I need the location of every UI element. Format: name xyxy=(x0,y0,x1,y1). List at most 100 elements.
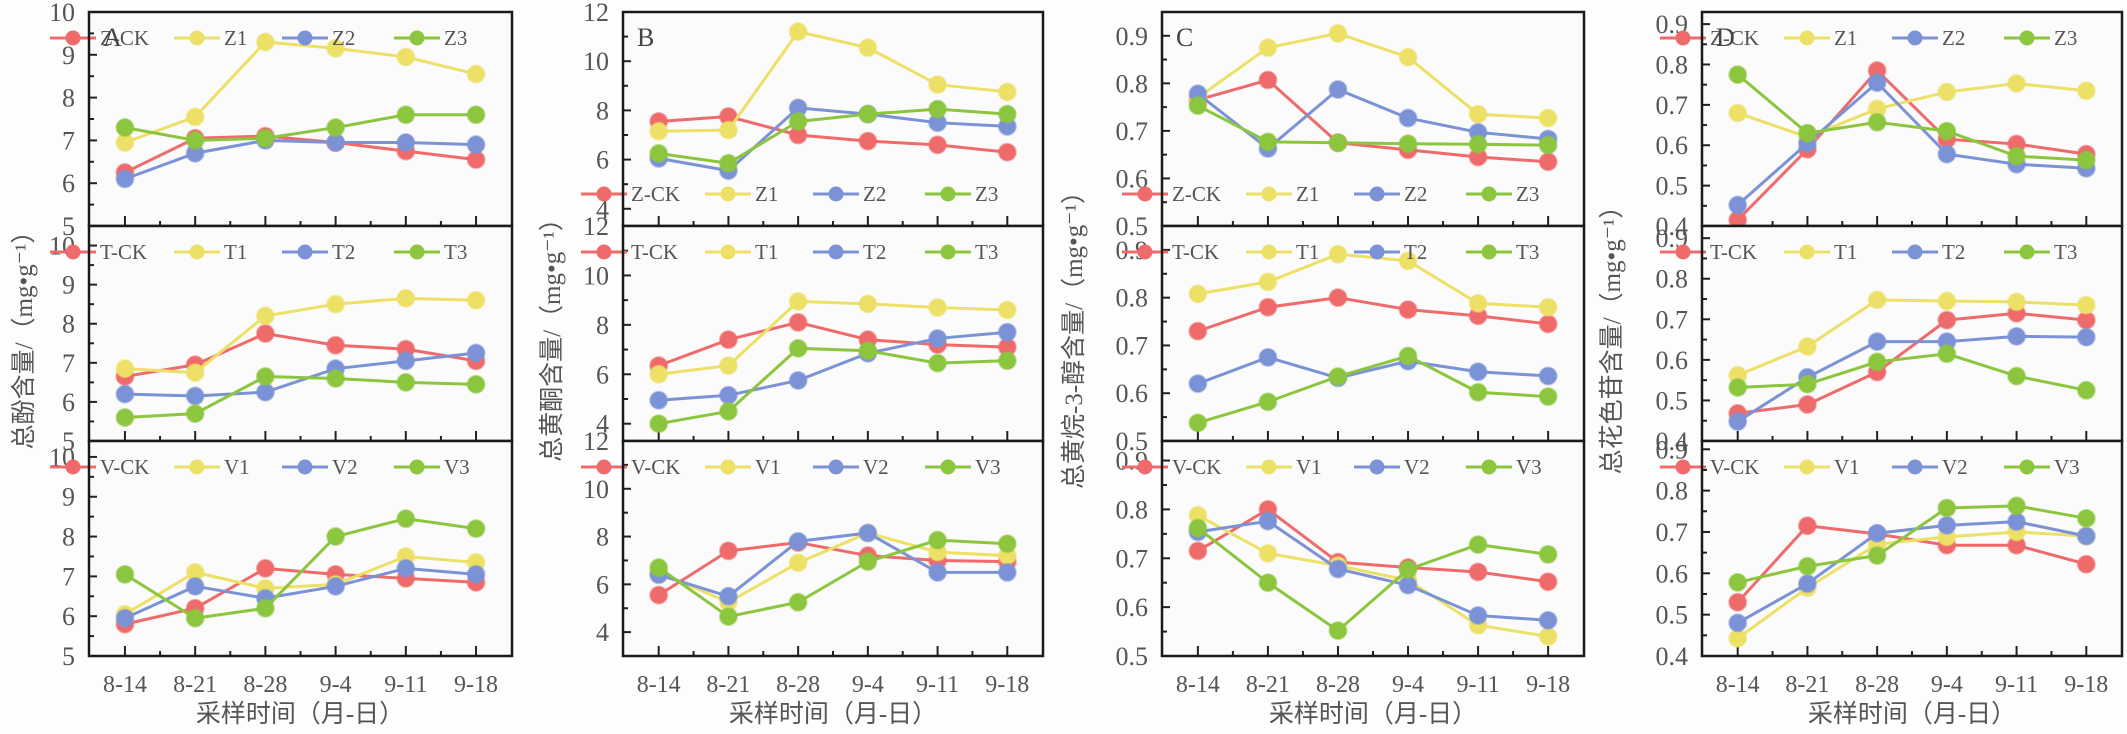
series-line xyxy=(1197,513,1549,638)
series-line xyxy=(124,374,477,420)
legend-label: T2 xyxy=(332,240,355,264)
data-point xyxy=(718,153,738,173)
y-tick-label: 9 xyxy=(62,483,75,512)
data-point xyxy=(1538,314,1558,334)
series-line xyxy=(658,346,1008,426)
legend-label: Z-CK xyxy=(1172,182,1221,206)
x-tick-label: 8-21 xyxy=(1246,672,1290,698)
legend-label: T2 xyxy=(1942,240,1965,264)
legend-swatch-marker xyxy=(2019,459,2035,475)
data-point xyxy=(1468,382,1488,402)
legend-swatch-marker xyxy=(65,244,81,260)
plot-area xyxy=(1702,226,2122,441)
plot-frame xyxy=(87,439,514,658)
legend-item: Z-CK xyxy=(1122,182,1221,206)
data-point xyxy=(928,135,948,155)
data-point xyxy=(396,288,416,308)
legend-label: T2 xyxy=(863,240,886,264)
series-z3 xyxy=(1188,96,1558,155)
data-point xyxy=(255,306,275,326)
legend-item: V-CK xyxy=(50,455,149,479)
legend-label: T3 xyxy=(1516,240,1539,264)
data-point xyxy=(115,169,135,189)
legend-swatch-marker xyxy=(297,30,313,46)
data-point xyxy=(466,135,486,155)
series-line xyxy=(658,106,1008,173)
data-point xyxy=(1188,541,1208,561)
series-line xyxy=(1736,80,2087,207)
x-tick-label: 8-21 xyxy=(1785,672,1829,698)
data-point xyxy=(1538,626,1558,646)
data-point xyxy=(1728,592,1748,612)
data-point xyxy=(788,111,808,131)
series-line xyxy=(1197,519,1549,622)
y-tick-label: 0.7 xyxy=(1656,305,1689,334)
data-point xyxy=(1258,511,1278,531)
data-point xyxy=(858,523,878,543)
legend-label: Z1 xyxy=(755,182,778,206)
legend-label: Z3 xyxy=(975,182,998,206)
legend-swatch-marker xyxy=(1675,459,1691,475)
legend-item: T1 xyxy=(174,240,247,264)
subplot-c-t: 0.50.60.70.80.9 T-CK T1 T2 T3 xyxy=(1116,224,1586,456)
data-point xyxy=(115,359,135,379)
x-tick-label: 9-18 xyxy=(985,672,1029,698)
legend-label: T1 xyxy=(755,240,778,264)
plot-area xyxy=(89,226,512,441)
y-tick-label: 9 xyxy=(62,271,75,300)
y-tick-label: 0.6 xyxy=(1656,559,1689,588)
data-point xyxy=(185,130,205,150)
legend-label: V1 xyxy=(755,455,781,479)
legend-item: V3 xyxy=(1466,455,1542,479)
y-tick-label: 12 xyxy=(583,0,609,27)
data-point xyxy=(255,324,275,343)
series-line xyxy=(1197,104,1549,147)
legend-swatch-marker xyxy=(1799,459,1815,475)
data-point xyxy=(1468,562,1488,582)
legend-label: Z1 xyxy=(1296,182,1319,206)
y-axis-title-d: 总花色苷含量/（mg•g⁻¹） xyxy=(1598,194,1626,475)
plot-frame xyxy=(1160,439,1586,658)
legend-swatch-marker xyxy=(828,244,844,260)
subplot-b-z: 4 6 8 10 12 Z-CK Z1 Z2 Z3 B xyxy=(581,0,1045,228)
series-line xyxy=(1197,355,1549,386)
x-tick-label: 9-18 xyxy=(2064,672,2108,698)
series-t1 xyxy=(115,288,486,383)
x-tick-label: 9-4 xyxy=(1931,672,1963,698)
legend-item: Z3 xyxy=(394,26,467,50)
legend-label: Z2 xyxy=(332,26,355,50)
y-tick-label: 0.8 xyxy=(1656,265,1689,294)
data-point xyxy=(115,564,135,584)
data-point xyxy=(858,131,878,151)
legend-swatch-marker xyxy=(1261,459,1277,475)
y-tick-label: 0.7 xyxy=(1656,91,1689,120)
data-point xyxy=(1937,498,1957,518)
data-point xyxy=(1797,123,1817,143)
data-point xyxy=(396,133,416,153)
data-point xyxy=(396,372,416,392)
series-line xyxy=(1197,296,1549,333)
legend-swatch-marker xyxy=(189,244,205,260)
y-tick-label: 0.5 xyxy=(1116,427,1149,456)
series-line xyxy=(124,351,477,398)
data-point xyxy=(858,552,878,572)
series-z1 xyxy=(649,22,1017,141)
legend-label: V2 xyxy=(1942,455,1968,479)
data-point xyxy=(396,105,416,125)
y-tick-label: 6 xyxy=(596,570,609,599)
data-point xyxy=(1937,291,1957,311)
data-point xyxy=(997,562,1017,582)
data-point xyxy=(1398,560,1418,580)
legend-item: V-CK xyxy=(1122,455,1221,479)
data-point xyxy=(1188,96,1208,116)
legend-swatch-marker xyxy=(720,459,736,475)
legend-item: Z3 xyxy=(1466,182,1539,206)
legend-swatch-marker xyxy=(1481,244,1497,260)
data-point xyxy=(1398,300,1418,320)
legend-swatch-marker xyxy=(297,459,313,475)
y-tick-label: 5 xyxy=(62,427,75,456)
data-point xyxy=(1398,108,1418,128)
data-point xyxy=(255,558,275,578)
legend-swatch-marker xyxy=(720,186,736,202)
